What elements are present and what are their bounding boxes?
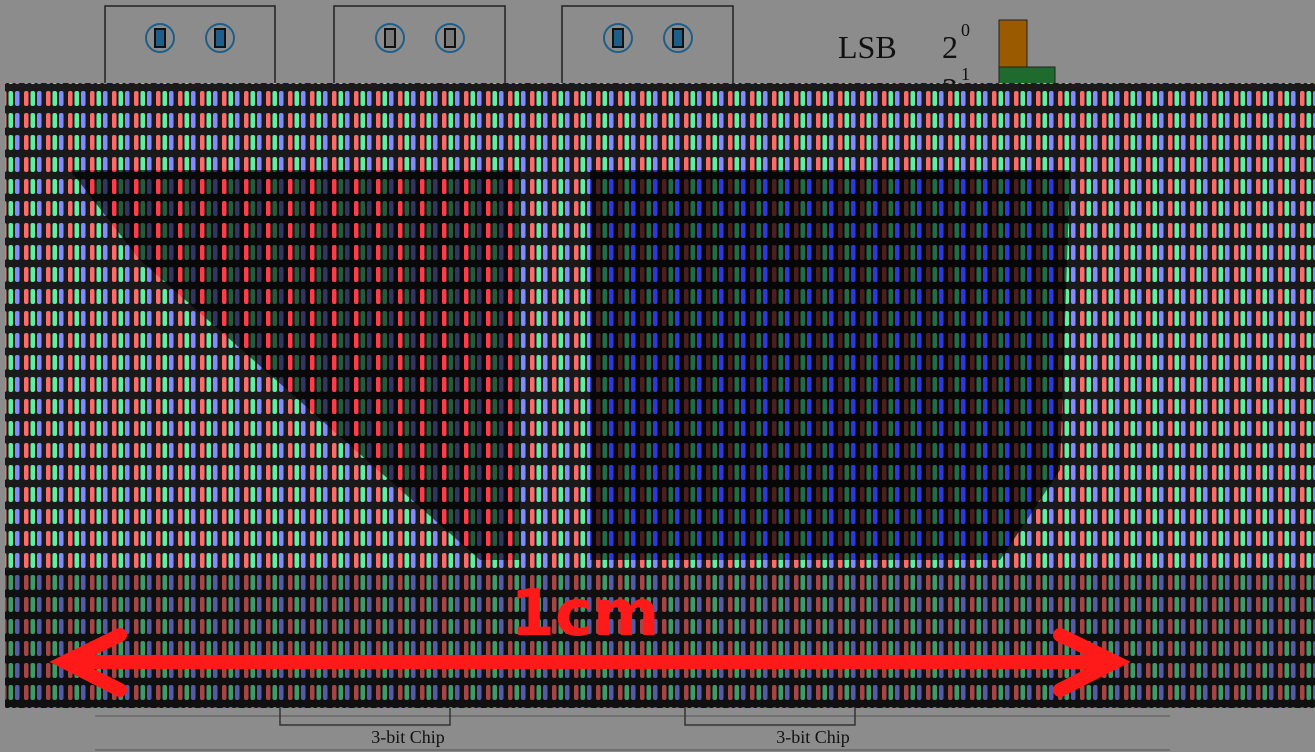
exponent-base: 2 xyxy=(942,29,958,65)
scene: LSB 2 0 2 1 1cm 3-bit Chip 3-bit Chip xyxy=(0,0,1315,752)
diagram-top xyxy=(105,6,733,96)
chip-label: 3-bit Chip xyxy=(776,727,850,747)
exponent-power: 0 xyxy=(961,20,970,40)
page: LSB 2 0 2 1 1cm 3-bit Chip 3-bit Chip ((… xyxy=(0,0,1315,752)
scale-label: 1cm xyxy=(510,577,659,651)
chip-label: 3-bit Chip xyxy=(371,727,445,747)
diagram-bottom xyxy=(95,708,1170,750)
lsb-label: LSB xyxy=(838,29,897,65)
diagram-icons xyxy=(146,24,692,52)
pixel-photo xyxy=(5,83,1315,708)
exponent-power: 1 xyxy=(961,64,970,84)
bit-bar xyxy=(999,20,1027,68)
